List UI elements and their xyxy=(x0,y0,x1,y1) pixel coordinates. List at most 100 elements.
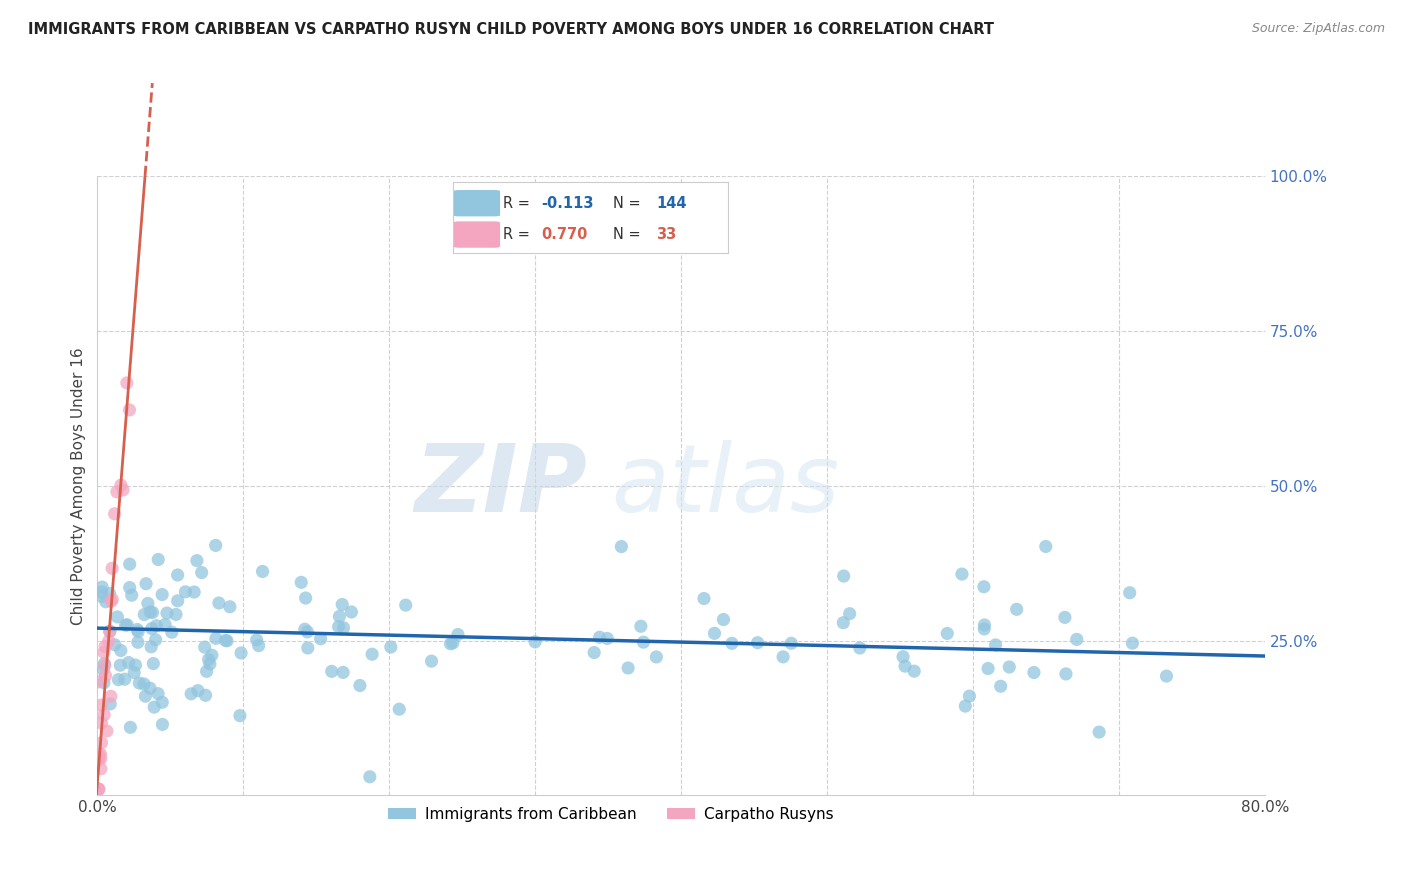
Point xyxy=(187,683,209,698)
Text: atlas: atlas xyxy=(612,440,839,532)
Point xyxy=(134,607,156,622)
Point xyxy=(134,689,156,703)
Point xyxy=(145,632,167,647)
Point xyxy=(903,664,925,678)
Point xyxy=(156,606,179,620)
Point xyxy=(90,715,112,730)
Point xyxy=(633,635,655,649)
Point xyxy=(127,623,149,637)
Point xyxy=(832,569,855,583)
Point xyxy=(93,675,115,690)
Point xyxy=(205,632,228,646)
Point xyxy=(93,657,115,671)
Point xyxy=(332,621,354,635)
Point xyxy=(141,640,163,654)
Legend: Immigrants from Caribbean, Carpatho Rusyns: Immigrants from Caribbean, Carpatho Rusy… xyxy=(382,801,839,828)
Point xyxy=(1005,602,1028,616)
Point xyxy=(252,565,274,579)
Point xyxy=(214,633,236,648)
Point xyxy=(121,588,143,602)
Point xyxy=(87,782,110,797)
Point xyxy=(588,630,610,644)
Point xyxy=(1035,540,1057,554)
Point xyxy=(87,782,110,797)
Point xyxy=(596,632,619,646)
Text: ZIP: ZIP xyxy=(415,440,588,532)
Point xyxy=(219,599,242,614)
Point xyxy=(194,688,217,702)
Point xyxy=(630,619,652,633)
Point xyxy=(118,557,141,571)
Point xyxy=(118,403,141,417)
Point xyxy=(891,649,914,664)
Point xyxy=(115,617,138,632)
Point xyxy=(96,724,118,739)
Point xyxy=(120,720,142,734)
Point xyxy=(146,687,169,701)
Point xyxy=(128,676,150,690)
Point xyxy=(447,627,470,641)
Point xyxy=(165,607,187,622)
Point xyxy=(894,659,917,673)
Point xyxy=(135,576,157,591)
Point xyxy=(349,679,371,693)
Point xyxy=(990,679,1012,693)
Point xyxy=(973,618,995,632)
Point xyxy=(194,640,217,655)
Point xyxy=(127,635,149,649)
Point xyxy=(117,656,139,670)
Point xyxy=(115,376,138,390)
Point xyxy=(229,708,252,723)
Point xyxy=(849,640,872,655)
Point xyxy=(87,782,110,797)
Point xyxy=(388,702,411,716)
Point xyxy=(610,540,633,554)
Point xyxy=(955,699,977,714)
Point xyxy=(107,610,129,624)
Point xyxy=(186,554,208,568)
Point xyxy=(174,585,197,599)
Point xyxy=(107,673,129,687)
Point xyxy=(340,605,363,619)
Point xyxy=(148,552,170,566)
Point xyxy=(703,626,725,640)
Point xyxy=(87,751,110,765)
Point xyxy=(984,638,1007,652)
Point xyxy=(721,636,744,650)
Point xyxy=(94,668,117,682)
Point xyxy=(420,654,443,668)
Point xyxy=(204,538,226,552)
Point xyxy=(153,617,176,632)
Point xyxy=(90,762,112,776)
Point xyxy=(838,607,860,621)
Point xyxy=(229,646,252,660)
Point xyxy=(87,752,110,766)
Point xyxy=(110,478,132,492)
Point xyxy=(201,648,224,663)
Point xyxy=(152,717,174,731)
Point xyxy=(91,663,114,677)
Point xyxy=(104,638,127,652)
Point xyxy=(166,568,188,582)
Point xyxy=(380,640,402,654)
Text: Source: ZipAtlas.com: Source: ZipAtlas.com xyxy=(1251,22,1385,36)
Point xyxy=(110,643,132,657)
Point xyxy=(89,748,111,763)
Point xyxy=(101,561,124,575)
Point xyxy=(93,645,115,659)
Point xyxy=(1066,632,1088,647)
Point xyxy=(104,507,127,521)
Point xyxy=(98,624,121,639)
Point xyxy=(105,484,128,499)
Point xyxy=(832,615,855,630)
Point xyxy=(1118,586,1140,600)
Point xyxy=(297,640,319,655)
Point xyxy=(772,649,794,664)
Point xyxy=(441,636,464,650)
Point xyxy=(132,677,155,691)
Point xyxy=(617,661,640,675)
Point xyxy=(90,698,112,712)
Y-axis label: Child Poverty Among Boys Under 16: Child Poverty Among Boys Under 16 xyxy=(72,347,86,624)
Point xyxy=(114,672,136,686)
Point xyxy=(195,665,218,679)
